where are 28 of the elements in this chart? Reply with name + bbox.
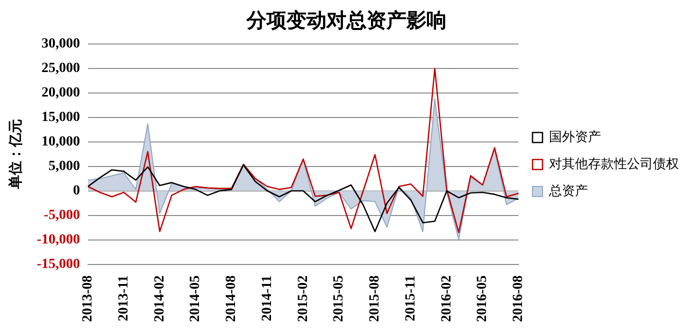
- x-tick-label: 2014-08: [224, 275, 240, 322]
- legend-label: 国外资产: [549, 130, 601, 145]
- y-tick-label: -5,000: [44, 208, 80, 223]
- y-tick-label: -15,000: [36, 256, 80, 272]
- x-tick-label: 2015-08: [368, 275, 383, 322]
- x-tick-label: 2014-11: [260, 275, 275, 322]
- x-tick-label: 2016-02: [439, 275, 454, 322]
- y-tick-label: 30,000: [41, 36, 80, 52]
- x-tick-label: 2016-05: [475, 275, 490, 322]
- x-tick-label: 2014-02: [152, 275, 168, 322]
- x-tick-label: 2013-11: [116, 275, 132, 322]
- legend-label: 总资产: [548, 184, 588, 199]
- y-tick-label: 5,000: [48, 159, 80, 174]
- y-tick-label: 15,000: [41, 110, 80, 126]
- legend-label: 对其他存款性公司债权: [549, 156, 679, 172]
- x-tick-label: 2014-05: [188, 275, 204, 322]
- chart-title: 分项变动对总资产影响: [246, 9, 446, 32]
- y-tick-label: 20,000: [41, 86, 80, 101]
- x-tick-label: 2013-08: [80, 275, 96, 322]
- y-tick-label: 0: [72, 184, 80, 198]
- y-axis-title: 单位：亿元: [8, 119, 24, 190]
- y-tick-label: 25,000: [41, 61, 80, 76]
- x-tick-label: 2015-11: [403, 275, 418, 322]
- x-tick-label: 2016-08: [511, 275, 526, 322]
- y-tick-label: -10,000: [36, 232, 80, 248]
- x-tick-label: 2015-05: [332, 275, 347, 322]
- x-tick-label: 2015-02: [296, 275, 311, 322]
- y-tick-label: 10,000: [41, 134, 80, 150]
